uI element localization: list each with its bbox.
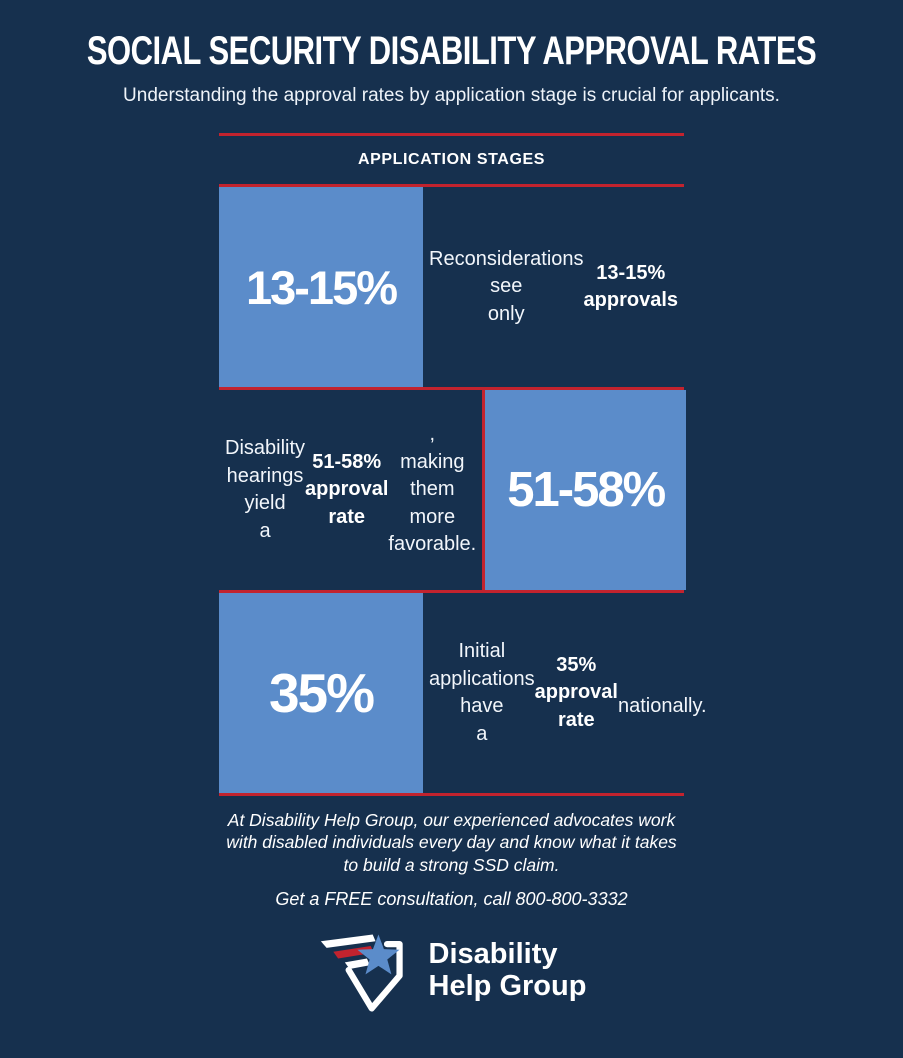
shield-outline xyxy=(345,941,403,1012)
stage-row-initial-applications: 35% Initial applications have a 35% appr… xyxy=(219,590,707,794)
wing-stripe-red xyxy=(332,946,374,959)
star-icon xyxy=(356,934,400,975)
stat-description: Initial applications have a 35% approval… xyxy=(429,639,707,745)
infographic-canvas: SOCIAL SECURITY DISABILITY APPROVAL RATE… xyxy=(0,28,903,1058)
logo-wordmark: Disability Help Group xyxy=(429,938,587,1003)
stages-table: 13-15% Reconsiderations see only 13-15% … xyxy=(219,184,707,797)
stage-row-hearings: Disability hearings yield a 51-58% appro… xyxy=(219,387,687,591)
stat-value: 35% xyxy=(268,662,375,725)
stat-box-initial-applications: 35% xyxy=(219,593,423,794)
stat-value: 51-58% xyxy=(507,463,666,518)
stages-panel: APPLICATION STAGES 13-15% Reconsideratio… xyxy=(219,133,707,797)
stages-heading: APPLICATION STAGES xyxy=(357,151,546,169)
wing-stripe-top xyxy=(320,934,376,949)
stat-box-reconsiderations: 13-15% xyxy=(219,187,423,388)
wing-stripe-bottom xyxy=(344,958,370,970)
top-divider-line xyxy=(219,133,684,137)
stat-description: Reconsiderations see only 13-15% approva… xyxy=(429,247,679,325)
brand-logo: Disability Help Group xyxy=(0,925,903,1015)
stat-description: Disability hearings yield a 51-58% appro… xyxy=(225,423,477,556)
stage-row-reconsiderations: 13-15% Reconsiderations see only 13-15% … xyxy=(219,184,684,388)
footer-blurb: At Disability Help Group, our experience… xyxy=(226,810,677,875)
page-subtitle: Understanding the approval rates by appl… xyxy=(123,85,780,107)
footer-cta: Get a FREE consultation, call 800-800-33… xyxy=(275,889,628,910)
stat-value: 13-15% xyxy=(246,260,398,314)
logo-wordmark-line2: Help Group xyxy=(428,970,587,1003)
stat-box-hearings: 51-58% xyxy=(482,390,687,591)
page-title: SOCIAL SECURITY DISABILITY APPROVAL RATE… xyxy=(86,27,817,73)
logo-wordmark-line1: Disability xyxy=(428,937,558,970)
shield-star-wings-icon xyxy=(320,934,403,1012)
